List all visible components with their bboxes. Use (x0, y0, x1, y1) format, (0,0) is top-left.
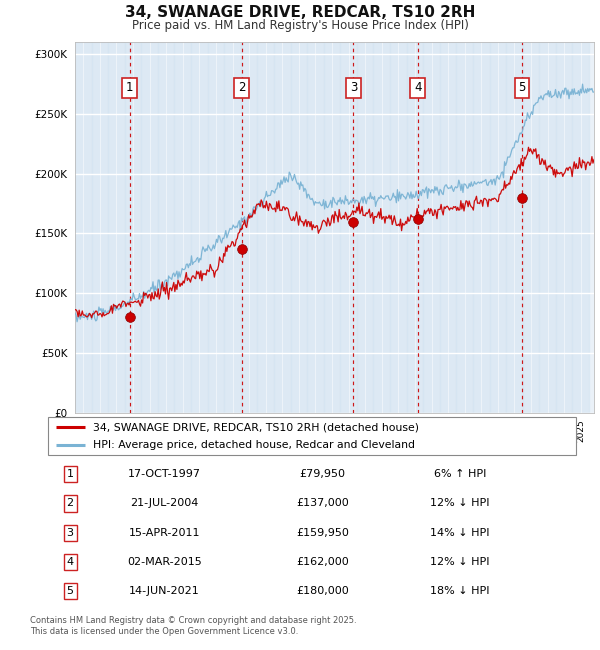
Text: 15-APR-2011: 15-APR-2011 (128, 528, 200, 538)
Text: 5: 5 (67, 586, 74, 596)
Text: £137,000: £137,000 (296, 499, 349, 508)
Text: 21-JUL-2004: 21-JUL-2004 (130, 499, 199, 508)
Bar (290, 42, 307, 413)
Text: 12% ↓ HPI: 12% ↓ HPI (430, 499, 490, 508)
Text: 2: 2 (238, 81, 245, 94)
Text: 3: 3 (67, 528, 74, 538)
Text: 2: 2 (67, 499, 74, 508)
Text: 34, SWANAGE DRIVE, REDCAR, TS10 2RH (detached house): 34, SWANAGE DRIVE, REDCAR, TS10 2RH (det… (93, 422, 419, 432)
Bar (373, 42, 390, 413)
Bar (125, 42, 142, 413)
Bar (274, 42, 290, 413)
Bar (407, 42, 423, 413)
Bar (390, 42, 407, 413)
Text: £79,950: £79,950 (299, 469, 346, 479)
Text: 1: 1 (126, 81, 133, 94)
Text: £159,950: £159,950 (296, 528, 349, 538)
Bar (423, 42, 440, 413)
Text: £162,000: £162,000 (296, 557, 349, 567)
Text: 4: 4 (67, 557, 74, 567)
Bar (191, 42, 208, 413)
Bar (473, 42, 490, 413)
Text: 3: 3 (350, 81, 357, 94)
Bar (324, 42, 340, 413)
Bar (224, 42, 241, 413)
Bar (523, 42, 539, 413)
FancyBboxPatch shape (48, 417, 576, 455)
Bar (208, 42, 224, 413)
Text: 12% ↓ HPI: 12% ↓ HPI (430, 557, 490, 567)
Bar (158, 42, 175, 413)
Bar (75, 42, 92, 413)
Bar (92, 42, 108, 413)
Text: 1: 1 (67, 469, 74, 479)
Text: This data is licensed under the Open Government Licence v3.0.: This data is licensed under the Open Gov… (30, 627, 298, 636)
Bar (572, 42, 589, 413)
Bar (506, 42, 523, 413)
Text: 14% ↓ HPI: 14% ↓ HPI (430, 528, 490, 538)
Bar (142, 42, 158, 413)
Text: 18% ↓ HPI: 18% ↓ HPI (430, 586, 490, 596)
Bar (457, 42, 473, 413)
Bar (108, 42, 125, 413)
Bar (490, 42, 506, 413)
Text: 34, SWANAGE DRIVE, REDCAR, TS10 2RH: 34, SWANAGE DRIVE, REDCAR, TS10 2RH (125, 5, 475, 20)
Text: 17-OCT-1997: 17-OCT-1997 (128, 469, 200, 479)
Text: £180,000: £180,000 (296, 586, 349, 596)
Bar (539, 42, 556, 413)
Text: 02-MAR-2015: 02-MAR-2015 (127, 557, 202, 567)
Text: 4: 4 (414, 81, 421, 94)
Text: Contains HM Land Registry data © Crown copyright and database right 2025.: Contains HM Land Registry data © Crown c… (30, 616, 356, 625)
Bar (357, 42, 373, 413)
Text: 5: 5 (518, 81, 526, 94)
Text: 6% ↑ HPI: 6% ↑ HPI (434, 469, 486, 479)
Bar (340, 42, 357, 413)
Bar (307, 42, 324, 413)
Text: HPI: Average price, detached house, Redcar and Cleveland: HPI: Average price, detached house, Redc… (93, 440, 415, 450)
Bar (556, 42, 572, 413)
Bar (440, 42, 457, 413)
Bar (175, 42, 191, 413)
Text: 14-JUN-2021: 14-JUN-2021 (129, 586, 200, 596)
Bar (257, 42, 274, 413)
Bar (241, 42, 257, 413)
Text: Price paid vs. HM Land Registry's House Price Index (HPI): Price paid vs. HM Land Registry's House … (131, 20, 469, 32)
